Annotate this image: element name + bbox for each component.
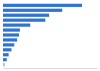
bar — [3, 4, 82, 7]
bar — [3, 24, 30, 27]
bar — [3, 63, 5, 66]
bar — [3, 9, 62, 12]
bar — [3, 53, 9, 56]
bar — [3, 38, 17, 41]
bar — [3, 33, 19, 36]
bar — [3, 19, 45, 22]
bar — [3, 48, 11, 51]
axis-line — [4, 68, 98, 69]
value-axis — [4, 68, 98, 69]
bars — [3, 4, 82, 67]
chart — [0, 0, 100, 71]
bar — [3, 58, 7, 61]
bar — [3, 14, 49, 17]
bar — [3, 28, 20, 31]
bar — [3, 43, 14, 46]
